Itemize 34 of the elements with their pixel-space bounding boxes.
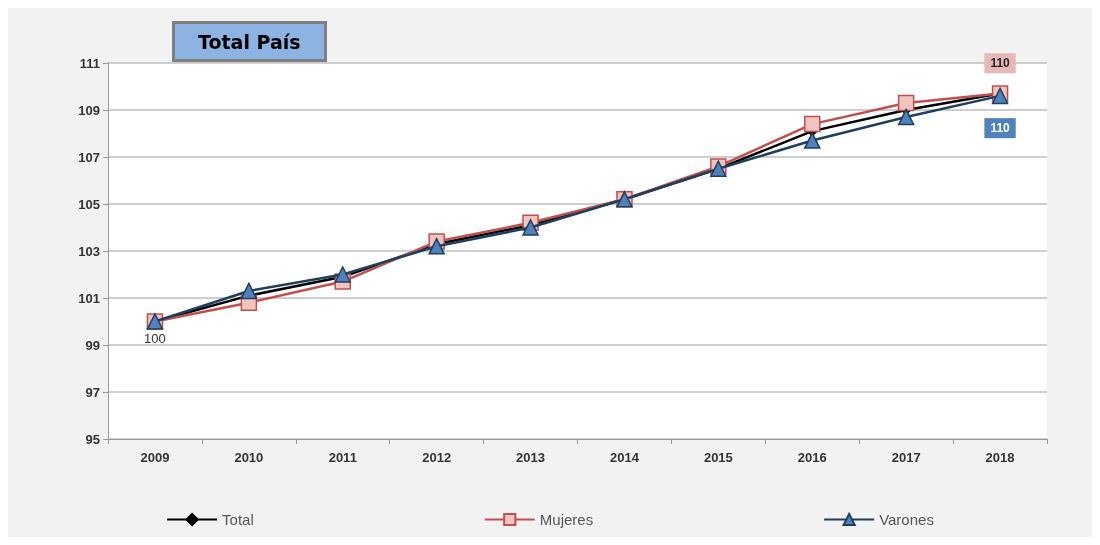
y-tick-label: 107 <box>78 149 100 165</box>
point <box>897 108 915 126</box>
point <box>240 282 258 300</box>
data-label: 100 <box>144 330 166 346</box>
x-tick-label: 2013 <box>516 450 546 465</box>
y-tick-label: 111 <box>79 55 100 71</box>
data-label: 110 <box>990 56 1011 71</box>
y-tick-label: 99 <box>85 337 100 353</box>
y-tick-label: 101 <box>78 290 100 306</box>
y-tick-label: 105 <box>78 196 100 212</box>
chart-title: Total País <box>198 30 301 53</box>
x-tick-label: 2010 <box>234 450 264 465</box>
x-tick-label: 2009 <box>140 450 170 465</box>
point <box>804 115 821 133</box>
data-label: 110 <box>990 121 1011 136</box>
x-tick-label: 2017 <box>891 450 921 465</box>
y-tick-label: 95 <box>85 431 100 447</box>
x-tick-label: 2018 <box>985 450 1015 465</box>
point <box>334 266 351 283</box>
point <box>897 94 915 112</box>
legend-label: Mujeres <box>539 511 594 528</box>
x-tick-label: 2016 <box>797 450 827 465</box>
legend-label: Total <box>222 511 254 528</box>
y-tick-label: 109 <box>78 102 100 118</box>
point <box>428 238 445 255</box>
point <box>804 132 821 149</box>
legend-label: Varones <box>879 511 934 528</box>
x-tick-label: 2014 <box>609 450 640 465</box>
x-tick-label: 2012 <box>422 450 452 465</box>
x-tick-label: 2011 <box>328 450 357 465</box>
y-tick-label: 103 <box>78 243 100 259</box>
y-tick-label: 97 <box>85 384 100 400</box>
point <box>522 219 539 236</box>
x-tick-label: 2015 <box>703 450 733 465</box>
